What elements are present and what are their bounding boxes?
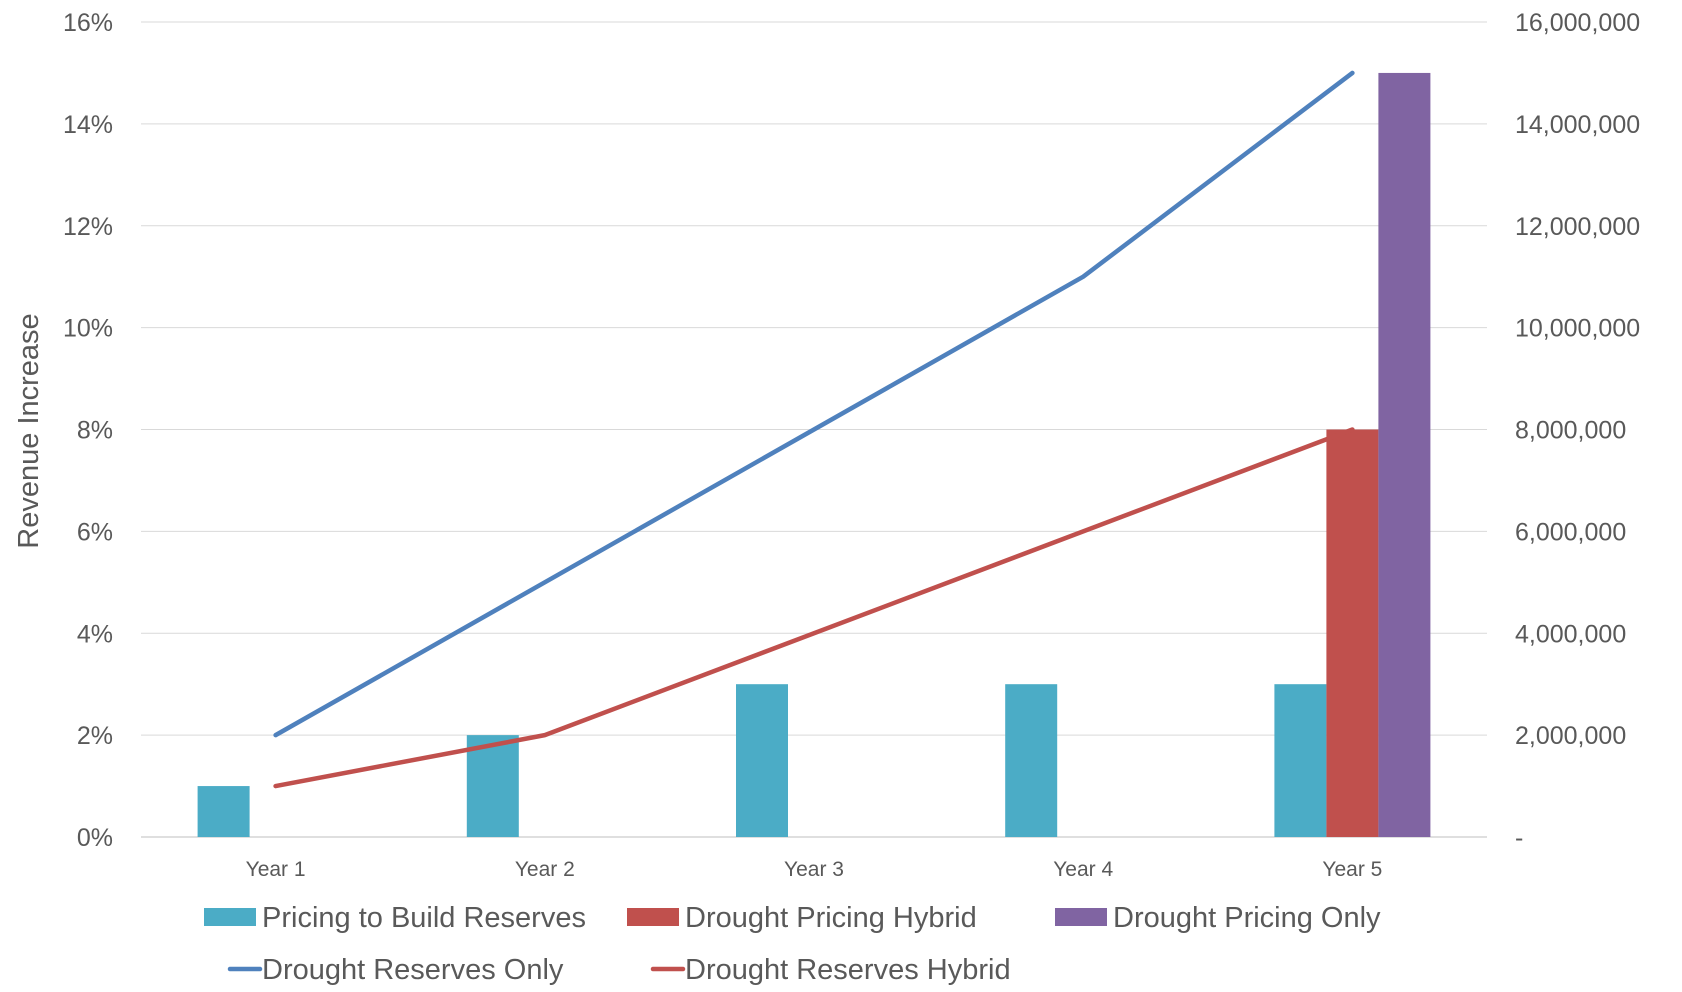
x-tick-label: Year 3 bbox=[784, 858, 844, 881]
legend-label: Pricing to Build Reserves bbox=[262, 902, 586, 934]
y-left-tick-label: 10% bbox=[63, 315, 113, 343]
y-left-tick-label: 4% bbox=[77, 620, 113, 648]
x-tick-label: Year 1 bbox=[246, 858, 306, 881]
x-tick-label: Year 2 bbox=[515, 858, 575, 881]
y-right-tick-label: 10,000,000 bbox=[1515, 315, 1640, 343]
bar-pricing-to-build-reserves bbox=[1274, 684, 1327, 837]
bar-pricing-to-build-reserves bbox=[736, 684, 788, 837]
y-right-tick-label: 12,000,000 bbox=[1515, 213, 1640, 241]
y-right-tick-label: 6,000,000 bbox=[1515, 518, 1626, 546]
y-axis-label: Revenue Increase bbox=[13, 313, 45, 548]
bar-pricing-to-build-reserves bbox=[197, 786, 250, 837]
y-left-tick-label: 12% bbox=[63, 213, 113, 241]
bar-pricing-to-build-reserves bbox=[1005, 684, 1058, 837]
legend-swatch bbox=[1055, 908, 1107, 926]
y-left-tick-label: 14% bbox=[63, 111, 113, 139]
y-left-tick-label: 16% bbox=[63, 9, 113, 37]
legend-swatch bbox=[204, 908, 256, 926]
x-tick-label: Year 5 bbox=[1322, 858, 1382, 881]
y-right-tick-label: 4,000,000 bbox=[1515, 620, 1626, 648]
y-right-tick-label: 2,000,000 bbox=[1515, 722, 1626, 750]
line-drought-reserves-only bbox=[273, 70, 1355, 738]
y-right-tick-label: 16,000,000 bbox=[1515, 9, 1640, 37]
y-left-tick-label: 8% bbox=[77, 417, 113, 445]
bars bbox=[197, 72, 1431, 837]
y-left-tick-label: 0% bbox=[77, 824, 113, 852]
legend-label: Drought Pricing Hybrid bbox=[685, 902, 977, 934]
bar-pricing-to-build-reserves bbox=[466, 735, 519, 837]
legend: Pricing to Build Reserves Drought Pricing… bbox=[204, 902, 1381, 986]
bar-drought-pricing-only bbox=[1378, 72, 1431, 837]
legend-label: Drought Pricing Only bbox=[1113, 902, 1381, 934]
y-right-tick-label: - bbox=[1515, 824, 1523, 852]
line-drought-reserves-hybrid bbox=[273, 427, 1355, 789]
x-tick-label: Year 4 bbox=[1053, 858, 1113, 881]
legend-label: Drought Reserves Hybrid bbox=[685, 954, 1011, 986]
legend-swatch bbox=[627, 908, 679, 926]
y-right-tick-label: 8,000,000 bbox=[1515, 417, 1626, 445]
bar-drought-pricing-hybrid bbox=[1326, 429, 1379, 837]
y-left-tick-label: 2% bbox=[77, 722, 113, 750]
y-left-tick-label: 6% bbox=[77, 518, 113, 546]
axes: 0% 2% 4% 6% 8% 10% 12% 14% 16% - 2,000,000 4,000,00… bbox=[63, 9, 1640, 881]
legend-label: Drought Reserves Only bbox=[262, 954, 564, 986]
lines bbox=[273, 70, 1355, 789]
y-right-tick-label: 14,000,000 bbox=[1515, 111, 1640, 139]
